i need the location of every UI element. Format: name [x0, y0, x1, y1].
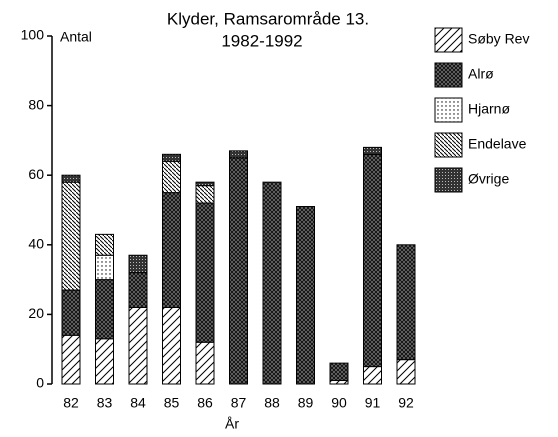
bar-segment [162, 306, 181, 385]
x-tick-label: 88 [264, 395, 280, 411]
legend-label: Endelave [468, 136, 527, 152]
y-axis-label: Antal [60, 29, 92, 45]
bar-segment [128, 306, 148, 385]
bar-segment [95, 254, 114, 281]
y-tick-label: 60 [28, 166, 44, 182]
bar-segment [195, 202, 215, 343]
bar-segment [95, 279, 114, 340]
legend-label: Alrø [468, 66, 494, 82]
bar-segment [262, 181, 282, 385]
bar-segment [195, 341, 215, 385]
y-tick-label: 20 [28, 305, 44, 321]
legend-swatch [434, 62, 463, 88]
bar-segment [162, 192, 181, 308]
legend-label: Hjarnø [468, 101, 510, 117]
bar-segment [229, 150, 248, 159]
x-tick-label: 84 [130, 395, 146, 411]
chart-title: Klyder, Ramsarområde 13. [167, 9, 369, 28]
legend-swatch [434, 132, 463, 158]
bar-segment [128, 254, 148, 274]
y-tick-label: 100 [21, 27, 45, 43]
legend-label: Øvrige [468, 171, 509, 187]
x-tick-label: 92 [398, 395, 414, 411]
bar-segment [128, 272, 148, 308]
bar-segment [61, 174, 81, 183]
bar-segment [95, 338, 114, 385]
bar-segment [195, 185, 215, 204]
x-tick-label: 82 [63, 395, 79, 411]
bar-segment [396, 244, 416, 361]
x-tick-label: 85 [164, 395, 180, 411]
bar-segment [195, 181, 215, 187]
bar-segment [162, 153, 181, 162]
chart-subtitle: 1982-1992 [221, 31, 302, 50]
bar-segment [229, 157, 248, 385]
bar-segment [61, 289, 81, 336]
x-tick-label: 87 [231, 395, 247, 411]
legend-label: Søby Rev [468, 31, 529, 47]
bar-segment [95, 233, 114, 256]
bar-segment [396, 359, 416, 385]
bar-segment [363, 366, 382, 385]
y-tick-label: 80 [28, 96, 44, 112]
bar-segment [61, 334, 81, 385]
x-axis-label: År [225, 416, 239, 432]
bar-segment [296, 206, 315, 385]
legend-swatch [434, 27, 463, 53]
y-tick-label: 0 [36, 375, 44, 391]
bar-segment [329, 362, 349, 382]
legend-swatch [434, 167, 463, 193]
x-tick-label: 90 [331, 395, 347, 411]
legend-swatch [434, 97, 463, 123]
x-tick-label: 89 [298, 395, 314, 411]
bar-segment [61, 181, 81, 291]
x-tick-label: 86 [197, 395, 213, 411]
bar-segment [363, 153, 382, 368]
x-tick-label: 83 [97, 395, 113, 411]
bar-segment [329, 380, 349, 385]
bar-segment [162, 160, 181, 194]
bar-segment [363, 146, 382, 155]
y-tick-label: 40 [28, 236, 44, 252]
x-tick-label: 91 [365, 395, 381, 411]
